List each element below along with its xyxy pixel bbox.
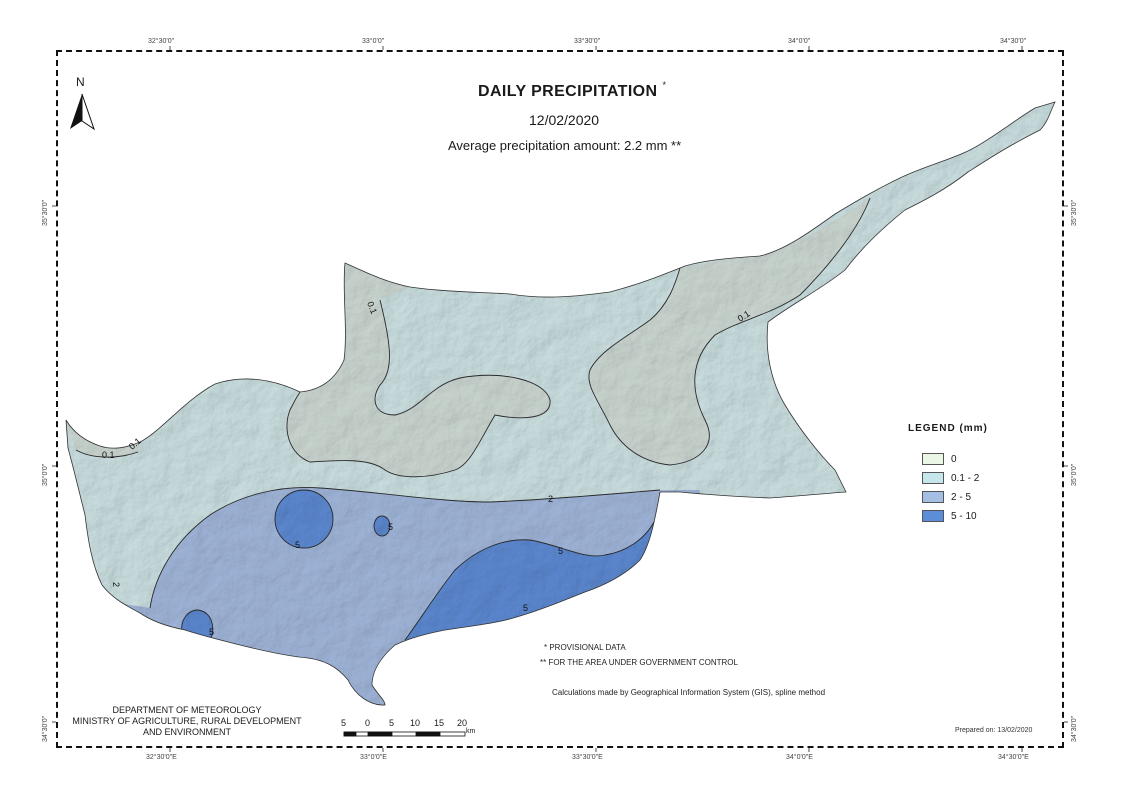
contour-label: 5 [295,540,300,550]
graticule-right-label: 35°0'0" [1071,463,1078,486]
graticule-right-label: 34°30'0" [1071,715,1078,742]
graticule-bottom-label: 32°30'0"E [146,754,177,761]
map-date: 12/02/2020 [529,112,600,128]
north-label: N [76,75,85,89]
contour-label: 2 [548,494,553,504]
legend-swatch [922,472,944,484]
legend-item: 0.1 - 2 [922,471,979,485]
graticule-bottom-label: 34°0'0"E [786,754,813,761]
note-provisional: * PROVISIONAL DATA [544,643,626,652]
scale-bar-number: 5 [389,718,395,728]
legend-label: 2 - 5 [951,491,972,503]
department-line: MINISTRY OF AGRICULTURE, RURAL DEVELOPME… [72,716,302,726]
graticule-bottom-label: 33°30'0"E [572,754,603,761]
scale-bar-graphic [343,731,466,737]
scale-bar-number: 20 [457,718,468,728]
graticule-bottom-label: 33°0'0"E [360,754,387,761]
contour-label: 0.1 [365,300,379,315]
north-arrow-icon [70,93,95,131]
map-title-mark: * [662,80,667,90]
average-precipitation: Average precipitation amount: 2.2 mm ** [448,138,682,153]
contour-label: 5 [558,546,563,556]
scale-bar-unit: km [466,728,476,735]
graticule-top-label: 33°30'0" [574,38,601,45]
contour-5-small [373,515,391,537]
graticule-left-label: 35°30'0" [42,199,49,226]
legend-swatch [922,491,944,503]
scale-bar-number: 0 [365,718,371,728]
graticule-left-label: 35°0'0" [42,463,49,486]
map-title: DAILY PRECIPITATION * [478,80,666,101]
relief-shading [66,102,1055,706]
contour-label: 0.1 [102,450,115,460]
graticule-ticks [52,46,1068,752]
graticule-top-label: 32°30'0" [148,38,175,45]
contour-lines [75,197,871,641]
graticule-right-label: 35°30'0" [1071,199,1078,226]
legend-swatch [922,453,944,465]
department-block: DEPARTMENT OF METEOROLOGY MINISTRY OF AG… [64,705,310,738]
legend-label: 0 [951,453,957,465]
legend-label: 5 - 10 [951,510,977,522]
legend-item: 0 [922,452,957,466]
legend-item: 5 - 10 [922,509,977,523]
department-line: AND ENVIRONMENT [142,727,231,737]
legend-swatch [922,510,944,522]
scale-bar-number: 15 [434,718,445,728]
contour-5-south [404,519,656,641]
contour-0.1-westtip [75,449,139,458]
graticule-left-label: 34°30'0" [42,715,49,742]
contour-label: 5 [388,522,393,532]
graticule-top-label: 33°0'0" [362,38,385,45]
contour-0.1-east [588,197,871,466]
map-title-text: DAILY PRECIPITATION [478,83,658,100]
legend-item: 2 - 5 [922,490,971,504]
contour-5-troodos [274,489,334,549]
graticule-bottom-label: 34°30'0"E [998,754,1029,761]
legend-title: LEGEND (mm) [908,423,988,434]
note-government: ** FOR THE AREA UNDER GOVERNMENT CONTROL [540,658,738,667]
graticule-top-label: 34°30'0" [1000,38,1027,45]
contour-label: 5 [209,627,214,637]
contour-0.1-central [286,299,551,478]
contour-label: 2 [111,582,121,587]
scale-bar-number: 5 [341,718,347,728]
graticule-top-label: 34°0'0" [788,38,811,45]
contour-2 [149,487,661,609]
note-calculations: Calculations made by Geographical Inform… [552,688,826,697]
legend-label: 0.1 - 2 [951,472,980,484]
scale-bar-number: 10 [410,718,421,728]
prepared-date: Prepared on: 13/02/2020 [955,727,1033,734]
contour-label: 5 [523,603,528,613]
coastline [65,101,1056,706]
department-line: DEPARTMENT OF METEOROLOGY [112,705,262,715]
contour-5-southwest [181,609,214,641]
